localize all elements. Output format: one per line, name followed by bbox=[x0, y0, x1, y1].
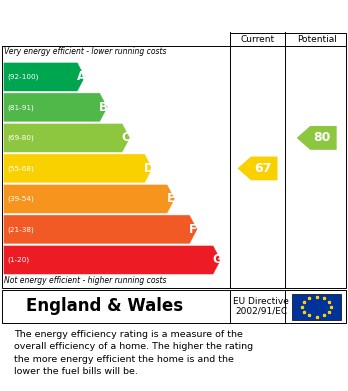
Polygon shape bbox=[3, 154, 152, 183]
Text: (92-100): (92-100) bbox=[8, 74, 39, 80]
Polygon shape bbox=[3, 63, 85, 91]
Text: B: B bbox=[99, 101, 108, 114]
Text: 67: 67 bbox=[254, 162, 271, 175]
Text: G: G bbox=[212, 253, 222, 266]
Text: EU Directive
2002/91/EC: EU Directive 2002/91/EC bbox=[233, 296, 289, 316]
Polygon shape bbox=[3, 124, 130, 152]
Text: Very energy efficient - lower running costs: Very energy efficient - lower running co… bbox=[4, 47, 167, 56]
Text: (21-38): (21-38) bbox=[8, 226, 34, 233]
Text: C: C bbox=[121, 131, 130, 144]
Polygon shape bbox=[3, 215, 197, 244]
Polygon shape bbox=[296, 126, 337, 150]
Text: (1-20): (1-20) bbox=[8, 256, 30, 263]
Bar bbox=[292, 294, 341, 320]
Text: Not energy efficient - higher running costs: Not energy efficient - higher running co… bbox=[4, 276, 167, 285]
Polygon shape bbox=[3, 93, 108, 122]
Text: The energy efficiency rating is a measure of the
overall efficiency of a home. T: The energy efficiency rating is a measur… bbox=[14, 330, 253, 377]
Polygon shape bbox=[3, 185, 175, 213]
Polygon shape bbox=[3, 246, 221, 274]
Text: F: F bbox=[189, 223, 197, 236]
Text: (69-80): (69-80) bbox=[8, 135, 34, 141]
Text: (39-54): (39-54) bbox=[8, 196, 34, 202]
Bar bbox=[2, 33, 230, 46]
Text: Energy Efficiency Rating: Energy Efficiency Rating bbox=[69, 9, 279, 23]
Polygon shape bbox=[237, 156, 277, 180]
Text: A: A bbox=[77, 70, 86, 83]
Text: E: E bbox=[167, 192, 175, 205]
Text: Potential: Potential bbox=[297, 35, 337, 44]
Text: 80: 80 bbox=[313, 131, 331, 144]
Text: Current: Current bbox=[240, 35, 275, 44]
Text: England & Wales: England & Wales bbox=[26, 297, 183, 315]
Text: (81-91): (81-91) bbox=[8, 104, 34, 111]
Text: D: D bbox=[143, 162, 153, 175]
Text: (55-68): (55-68) bbox=[8, 165, 34, 172]
